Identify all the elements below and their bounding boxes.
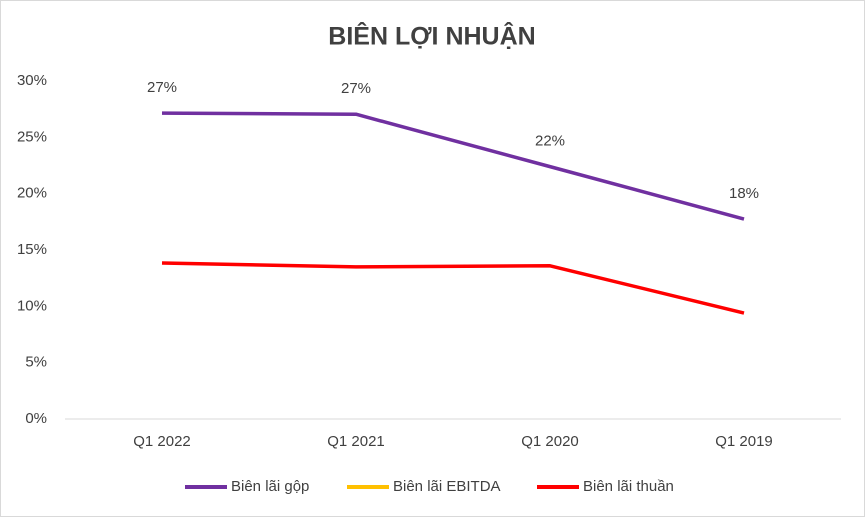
x-tick-label: Q1 2020	[521, 433, 579, 450]
data-label: 27%	[341, 80, 371, 97]
legend-label: Biên lãi gộp	[231, 478, 309, 495]
data-label: 18%	[729, 185, 759, 202]
y-tick-label: 10%	[17, 297, 47, 314]
chart-title: BIÊN LỢI NHUẬN	[328, 21, 535, 51]
y-tick-label: 0%	[25, 410, 47, 427]
x-tick-label: Q1 2019	[715, 433, 773, 450]
legend-label: Biên lãi thuần	[583, 478, 674, 495]
series-line	[161, 261, 745, 315]
y-tick-label: 15%	[17, 241, 47, 258]
data-label: 27%	[147, 79, 177, 96]
x-tick-label: Q1 2022	[133, 433, 191, 450]
x-tick-label: Q1 2021	[327, 433, 385, 450]
y-tick-label: 20%	[17, 185, 47, 202]
y-tick-label: 25%	[17, 128, 47, 145]
y-tick-label: 5%	[25, 354, 47, 371]
legend-label: Biên lãi EBITDA	[393, 478, 501, 495]
data-label: 22%	[535, 133, 565, 150]
y-tick-label: 30%	[17, 72, 47, 89]
series-line	[161, 111, 745, 221]
